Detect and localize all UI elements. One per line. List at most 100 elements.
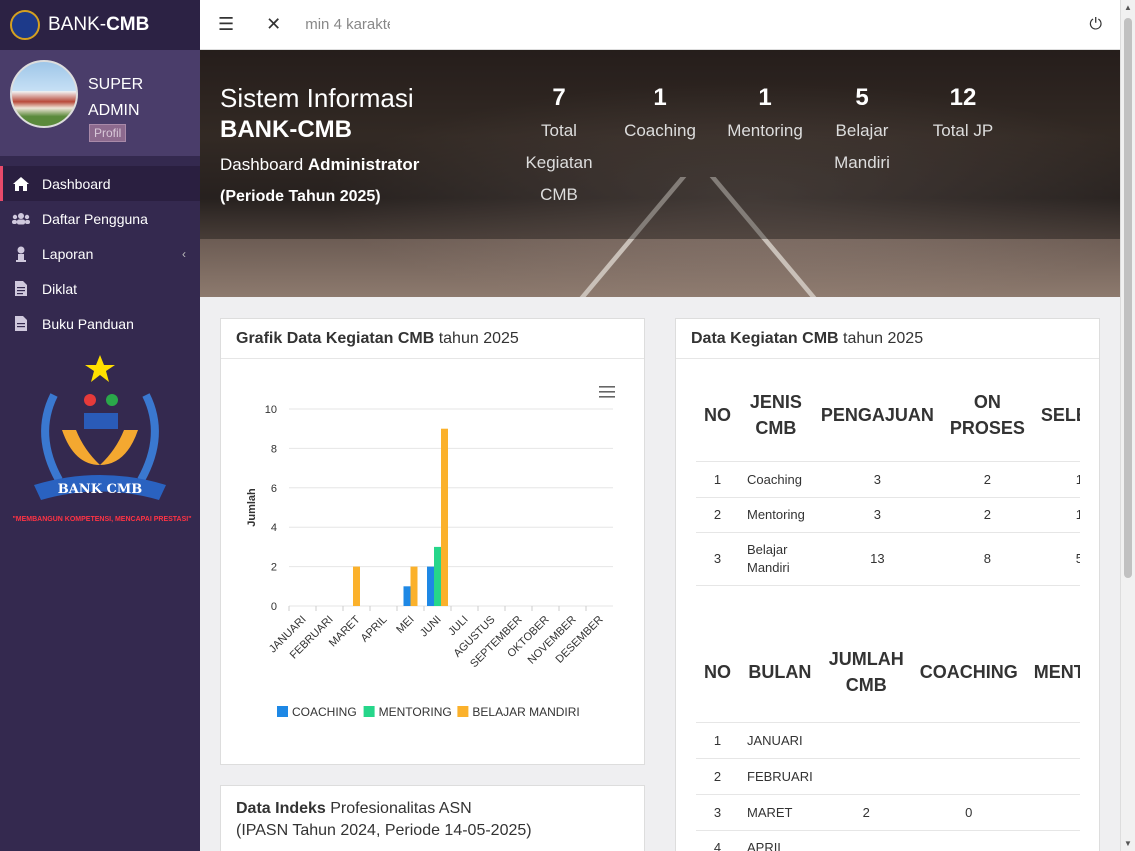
table-cell: 2 <box>820 793 912 830</box>
table-row: 2 FEBRUARI <box>696 757 1080 794</box>
table-cell: 2 <box>696 757 739 794</box>
table-cell: 1 <box>696 721 739 758</box>
brand-logo-icon <box>10 10 40 40</box>
home-icon <box>12 175 30 193</box>
table-cell: 2 <box>696 496 739 532</box>
user-name: SUPER ADMIN <box>88 76 144 119</box>
tools-icon[interactable]: ✕ <box>266 14 282 34</box>
table-cell <box>820 757 912 794</box>
table-row: 2Mentoring321 <box>696 496 1080 532</box>
users-icon <box>12 210 30 228</box>
table-row: 3 MARET 2 0 <box>696 793 1080 830</box>
table-header: ON PROSES <box>949 391 1025 438</box>
table-scroll-area[interactable]: NOJENISCMBPENGAJUANONPROSESSELESAI1Coach… <box>696 369 1080 851</box>
table-cell <box>1025 757 1080 794</box>
table-card: Data Kegiatan CMB tahun 2025 NO JENIS CMB P… <box>675 318 1100 851</box>
bar-belajar-mandiri-juni <box>441 428 448 606</box>
table-row: 1Coaching321 <box>696 460 1080 497</box>
sidebar-item-laporan[interactable]: Laporan ‹ <box>0 236 200 271</box>
topbar: ☰ ✕ min 4 karakter ⏻ <box>200 0 1120 50</box>
power-icon[interactable]: ⏻ <box>1089 15 1102 33</box>
report-icon <box>12 245 30 263</box>
document-icon <box>12 280 30 298</box>
table-cell <box>1025 829 1080 851</box>
legend-swatch <box>363 706 375 717</box>
table-cell: MARET <box>739 793 821 830</box>
brand[interactable]: BANK-CMB <box>0 0 200 50</box>
table-cell <box>820 721 912 758</box>
table-header: MENTORING <box>1033 661 1080 682</box>
table-cell: 3 <box>812 460 942 497</box>
chart-menu-icon[interactable] <box>599 386 615 398</box>
legend-swatch <box>277 706 288 717</box>
chart-card: Grafik Data Kegiatan CMB tahun 2025 0 2 4 6… <box>220 318 645 765</box>
x-tick-label: APRIL <box>359 614 390 645</box>
logo-tagline: "MEMBANGUN KOMPETENSI, MENCAPAI PRESTASI… <box>12 516 192 523</box>
table-header: NO <box>704 404 731 425</box>
legend-label: BELAJAR MANDIRI <box>472 705 579 719</box>
scroll-down-icon[interactable]: ▼ <box>1124 839 1132 848</box>
scrollbar[interactable]: ▲ ▼ <box>1120 0 1135 851</box>
sidebar: BANK-CMB SUPER ADMIN Profil Dashboard Da… <box>0 0 200 851</box>
scroll-up-icon[interactable]: ▲ <box>1124 3 1132 12</box>
y-tick-label: 6 <box>271 483 277 495</box>
table-header: JENIS CMB <box>749 391 802 438</box>
ipasn-card-title: Data Indeks Profesionalitas ASN (IPASN T… <box>236 800 532 839</box>
table-cell: 1 <box>696 460 739 497</box>
y-tick-label: 4 <box>271 522 277 534</box>
x-tick-label: MEI <box>394 614 416 636</box>
logo-text: BANK CMB <box>58 482 143 497</box>
table-header: PENGAJUAN <box>820 404 934 425</box>
table-cell: 0 <box>911 793 1026 830</box>
table-cell: JANUARI <box>739 721 821 758</box>
hero-overlay <box>200 50 1120 239</box>
bank-cmb-logo: BANK CMB <box>14 355 189 530</box>
stat-coaching: 1 Coaching <box>624 84 696 140</box>
profile-button[interactable]: Profil <box>89 124 127 142</box>
table-cell <box>911 829 1026 851</box>
scrollbar-thumb[interactable] <box>1124 18 1132 578</box>
bar-coaching-juni <box>427 566 434 606</box>
sidebar-menu: Dashboard Daftar Pengguna Laporan ‹ Dikl… <box>0 166 200 341</box>
table-row: 1 JANUARI <box>696 721 1080 758</box>
sidebar-item-diklat[interactable]: Diklat <box>0 271 200 306</box>
y-tick-label: 2 <box>271 562 277 574</box>
legend-label: MENTORING <box>379 705 452 719</box>
y-axis-label: Jumlah <box>246 488 258 527</box>
table-header: BULAN <box>748 661 812 682</box>
stat-total-jp: 12 Total JP <box>932 84 994 140</box>
book-icon <box>12 315 30 333</box>
table-cell: 3 <box>696 531 739 585</box>
sidebar-item-buku-panduan[interactable]: Buku Panduan <box>0 306 200 341</box>
stat-total-kegiatan: 7 Total Kegiatan CMB <box>525 84 593 204</box>
sidebar-item-dashboard[interactable]: Dashboard <box>0 166 200 201</box>
chart-card-title: Grafik Data Kegiatan CMB tahun 2025 <box>221 319 644 359</box>
ipasn-card: Data Indeks Profesionalitas ASN (IPASN T… <box>220 785 645 851</box>
sidebar-item-daftar-pengguna[interactable]: Daftar Pengguna <box>0 201 200 236</box>
y-tick-label: 10 <box>265 404 277 416</box>
avatar <box>10 60 78 128</box>
table-row: 4 APRIL <box>696 829 1080 851</box>
table-cell: FEBRUARI <box>739 757 821 794</box>
bar-belajar-mandiri-mei <box>410 566 418 606</box>
table-cell: 3 <box>696 793 739 830</box>
table-cell: Belajar Mandiri <box>739 531 813 585</box>
table-cell <box>911 721 1026 758</box>
table-cell: 4 <box>696 829 739 851</box>
table-cell: 8 <box>941 531 1033 585</box>
table-cell: APRIL <box>739 829 821 851</box>
table-cell <box>1025 721 1080 758</box>
search-input[interactable]: min 4 karakter <box>305 16 390 33</box>
chevron-left-icon: ‹ <box>182 246 186 261</box>
hamburger-menu-icon[interactable]: ☰ <box>218 14 235 34</box>
brand-title: BANK-CMB <box>48 14 150 35</box>
table-cell <box>820 829 912 851</box>
table-card-title: Data Kegiatan CMB tahun 2025 <box>676 319 1099 359</box>
table-cell <box>1025 793 1080 830</box>
table-cell: 5 <box>1032 531 1080 585</box>
stat-belajar-mandiri: 5 Belajar Mandiri <box>834 84 890 172</box>
table-header: COACHING <box>919 661 1018 682</box>
table-cell: 2 <box>941 460 1033 497</box>
